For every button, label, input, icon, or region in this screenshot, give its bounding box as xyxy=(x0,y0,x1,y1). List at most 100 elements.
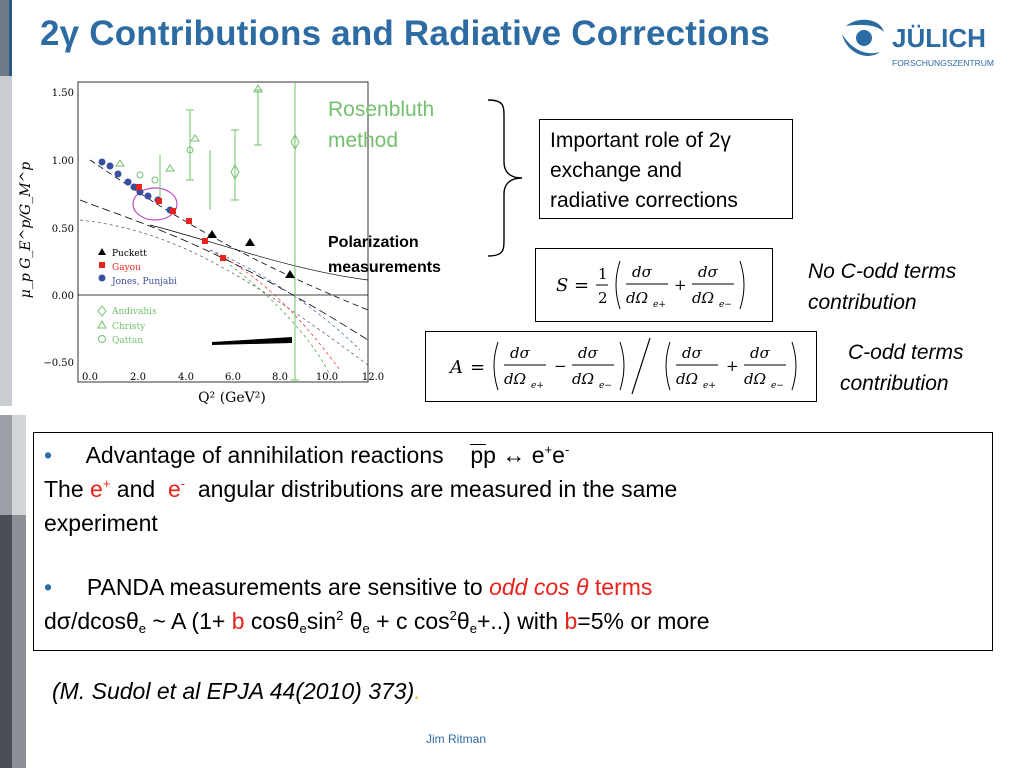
svg-text:2: 2 xyxy=(598,289,608,307)
julich-logo-icon xyxy=(842,19,884,56)
x-tick-0: 0.0 xyxy=(82,372,98,383)
svg-text:dΩ: dΩ xyxy=(626,289,648,307)
citation-text: (M. Sudol et al EPJA 44(2010) 373) xyxy=(52,678,415,704)
rosenbluth-line-2: method xyxy=(328,129,399,152)
polarization-label: Polarization measurements xyxy=(328,230,441,280)
legend-qattan: Qattan xyxy=(112,336,143,346)
svg-text:dΩ: dΩ xyxy=(744,370,766,388)
legend-andivahis: Andivahis xyxy=(111,307,157,317)
svg-text:−: − xyxy=(554,357,567,375)
formula-h: +..) with xyxy=(476,608,565,634)
sub-e-4: e xyxy=(469,621,477,636)
asymmetry-equation: A = dσ dΩ e+ − dσ dΩ e− dσ dΩ e+ + dσ dΩ… xyxy=(448,337,797,395)
svg-text:dΩ: dΩ xyxy=(572,370,594,388)
svg-text:e−: e− xyxy=(719,300,732,310)
svg-text:dσ: dσ xyxy=(578,344,599,362)
formula-i: =5% or more xyxy=(577,608,710,634)
e-minus-red-sup: - xyxy=(180,476,186,491)
line2-and: and xyxy=(110,476,162,502)
no-c-odd-note: No C-odd terms contribution xyxy=(808,256,956,318)
formula-b: ~ A (1+ xyxy=(146,608,232,634)
curly-brace xyxy=(487,99,523,257)
bullet-1-line-2: The e+ and e- angular distributions are … xyxy=(44,476,677,503)
svg-text:=: = xyxy=(470,357,485,378)
sub-e-3: e xyxy=(362,621,370,636)
formula-g: θ xyxy=(456,608,470,634)
polarization-line-1: Polarization xyxy=(328,234,419,251)
sub-e-2: e xyxy=(299,621,307,636)
c-odd-line-1: C-odd terms xyxy=(848,341,964,364)
c-odd-line-2: contribution xyxy=(840,372,949,395)
svg-text:e−: e− xyxy=(599,381,612,391)
formula-b-red: b xyxy=(231,608,245,634)
sup-2-1: 2 xyxy=(336,608,344,623)
x-tick-2: 2.0 xyxy=(130,372,146,383)
svg-text:+: + xyxy=(674,276,687,294)
plot-ylabel: μ_p G_E^p/G_M^p xyxy=(18,162,34,299)
s-symbol: S xyxy=(556,275,568,296)
formula-e: θ xyxy=(343,608,363,634)
plot-xlabel: Q² (GeV²) xyxy=(198,390,266,406)
svg-text:dσ: dσ xyxy=(698,263,719,281)
svg-text:+: + xyxy=(726,357,739,375)
line2-pre: The xyxy=(44,476,91,502)
side-bar-top xyxy=(0,0,9,76)
no-c-odd-line-1: No C-odd terms xyxy=(808,260,957,283)
side-bar-bottom-accent xyxy=(12,515,26,768)
x-tick-10: 10.0 xyxy=(316,372,338,383)
line2-post: angular distributions are measured in th… xyxy=(191,476,678,502)
bullet-1-line: • Advantage of annihilation reactions pp… xyxy=(44,442,569,469)
svg-text:dσ: dσ xyxy=(632,263,653,281)
bullet-2-lead: PANDA measurements are sensitive to xyxy=(86,574,490,600)
svg-text:dΩ: dΩ xyxy=(504,370,526,388)
a-symbol: A xyxy=(448,357,463,378)
svg-text:e−: e− xyxy=(771,381,784,391)
role-line-1: Important role of 2γ xyxy=(550,129,731,152)
legend-christy: Christy xyxy=(112,322,146,332)
svg-text:dσ: dσ xyxy=(682,344,703,362)
footer-author: Jim Ritman xyxy=(426,732,487,746)
svg-text:e+: e+ xyxy=(531,381,544,391)
svg-text:=: = xyxy=(574,275,589,296)
e-minus-red: e xyxy=(167,476,181,502)
side-bar-top-accent xyxy=(9,0,12,76)
side-bar-lower-accent xyxy=(12,415,26,515)
y-tick-neg050: −0.50 xyxy=(43,358,74,369)
role-line-2: exchange and xyxy=(550,159,682,182)
main-text-box: • Advantage of annihilation reactions pp… xyxy=(33,432,993,651)
svg-text:e+: e+ xyxy=(703,381,716,391)
x-tick-6: 6.0 xyxy=(225,372,241,383)
e-plus-red-sup: + xyxy=(102,476,111,491)
y-tick-100: 1.00 xyxy=(52,156,74,167)
svg-text:e+: e+ xyxy=(653,300,666,310)
formula-c: cosθ xyxy=(244,608,300,634)
svg-text:dσ: dσ xyxy=(750,344,771,362)
legend-gayou: Gayou xyxy=(112,263,141,273)
bullet-1-line-3: experiment xyxy=(44,510,158,536)
svg-text:dσ: dσ xyxy=(510,344,531,362)
y-tick-150: 1.50 xyxy=(52,88,74,99)
formula-f: + c cos xyxy=(369,608,450,634)
rosenbluth-line-1: Rosenbluth xyxy=(328,98,435,121)
formula-d: sin xyxy=(306,608,337,634)
e-plus-sup: + xyxy=(544,442,553,457)
x-tick-4: 4.0 xyxy=(178,372,194,383)
side-bar-bottom xyxy=(0,515,12,768)
slide-title: 2γ Contributions and Radiative Correctio… xyxy=(40,14,770,53)
asymmetry-equation-box: A = dσ dΩ e+ − dσ dΩ e− dσ dΩ e+ + dσ dΩ… xyxy=(425,331,817,402)
e-plus-red: e xyxy=(90,476,103,502)
citation-dot: . xyxy=(414,678,421,704)
c-odd-note: C-odd terms contribution xyxy=(840,337,964,399)
x-tick-12: 12.0 xyxy=(362,372,384,383)
bullet-2-formula: dσ/dcosθe ~ A (1+ b cosθesin2 θe + c cos… xyxy=(44,608,710,636)
rosenbluth-label: Rosenbluth method xyxy=(328,94,434,156)
symmetric-equation: S = 1 2 dσ dΩ e+ + dσ dΩ e− xyxy=(556,260,745,310)
logo-subtitle: FORSCHUNGSZENTRUM xyxy=(892,58,994,68)
bullet-1-lead: Advantage of annihilation reactions xyxy=(85,442,444,468)
y-tick-050: 0.50 xyxy=(52,224,74,235)
svg-text:dΩ: dΩ xyxy=(692,289,714,307)
role-box: Important role of 2γ exchange and radiat… xyxy=(539,119,793,219)
svg-text:dΩ: dΩ xyxy=(676,370,698,388)
sup-2-2: 2 xyxy=(449,608,457,623)
formula-b-red-2: b xyxy=(564,608,578,634)
